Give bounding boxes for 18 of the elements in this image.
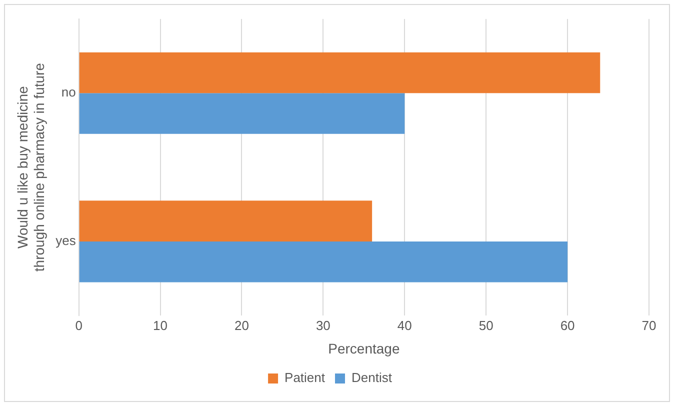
x-axis-title: Percentage <box>328 340 400 356</box>
x-tick-label: 30 <box>316 318 330 333</box>
y-tick-label: no <box>61 84 76 100</box>
y-tick-label: yes <box>56 233 76 248</box>
bar <box>79 200 372 242</box>
x-tick-label: 70 <box>642 318 656 333</box>
legend-label: Patient <box>284 370 326 386</box>
y-axis-title: Would u like buy medicine through online pharmacy in future <box>14 62 48 272</box>
x-tick-label: 0 <box>75 318 82 333</box>
x-tick-label: 40 <box>397 318 412 333</box>
x-tick-label: 60 <box>560 318 575 333</box>
x-tick-label: 50 <box>478 318 494 333</box>
bar <box>79 52 600 94</box>
x-tick-label: 20 <box>234 318 249 333</box>
legend-label: Dentist <box>352 370 392 386</box>
x-tick-label: 10 <box>153 318 168 333</box>
bar <box>79 241 568 282</box>
bar <box>79 93 405 134</box>
